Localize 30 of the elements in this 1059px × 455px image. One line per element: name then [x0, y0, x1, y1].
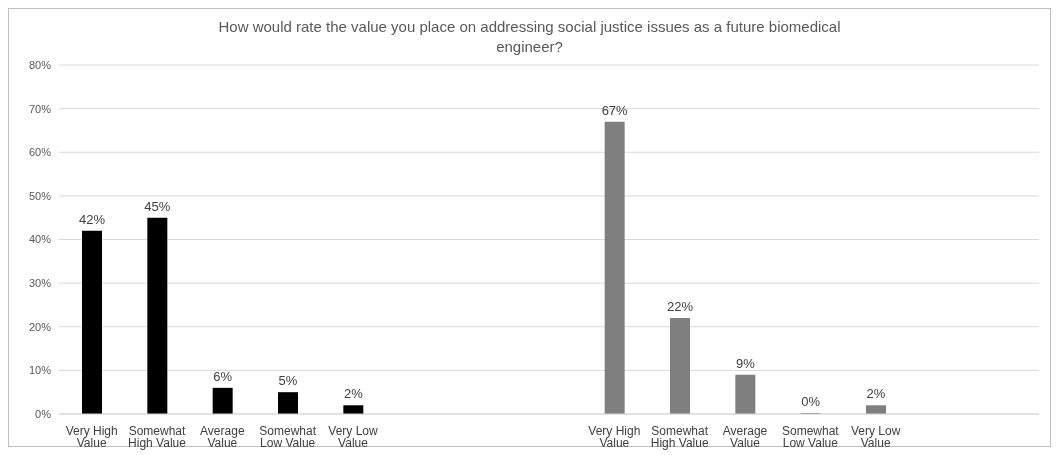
- y-tick-label: 80%: [28, 58, 52, 71]
- x-tick-label: Very High Value: [65, 423, 118, 450]
- y-tick-label: 20%: [28, 320, 52, 333]
- chart-title: How would rate the value you place on addressing social justice issues as a future biomedical engineer?: [217, 17, 842, 57]
- data-label: 22%: [666, 299, 694, 315]
- y-tick-label: 10%: [28, 364, 52, 377]
- y-tick-label: 60%: [28, 146, 52, 159]
- data-label: 9%: [735, 355, 756, 371]
- y-tick-label: 40%: [28, 233, 52, 246]
- x-tick-label: Average Value: [722, 423, 768, 450]
- data-label: 67%: [601, 102, 629, 118]
- x-tick-label: Somewhat Low Value: [259, 423, 317, 450]
- data-label: 2%: [866, 386, 886, 402]
- y-tick-label: 50%: [28, 189, 52, 202]
- x-tick-label: Somewhat Low Value: [781, 423, 840, 450]
- x-tick-label: Average Value: [200, 423, 245, 450]
- data-label: 6%: [213, 368, 233, 384]
- y-tick-label: 0%: [35, 407, 52, 420]
- data-label: 5%: [278, 373, 298, 389]
- data-label: 2%: [343, 386, 364, 402]
- x-tick-label: Very High Value: [588, 423, 641, 450]
- data-label: 45%: [144, 198, 171, 214]
- data-label: 0%: [801, 394, 821, 409]
- y-tick-label: 70%: [28, 102, 52, 115]
- x-tick-label: Somewhat High Value: [128, 423, 187, 450]
- x-tick-label: Somewhat High Value: [650, 423, 709, 450]
- y-tick-label: 30%: [28, 277, 52, 290]
- x-tick-label: Very Low Value: [850, 423, 901, 450]
- x-tick-label: Very Low Value: [328, 423, 379, 450]
- data-label: 42%: [78, 211, 106, 227]
